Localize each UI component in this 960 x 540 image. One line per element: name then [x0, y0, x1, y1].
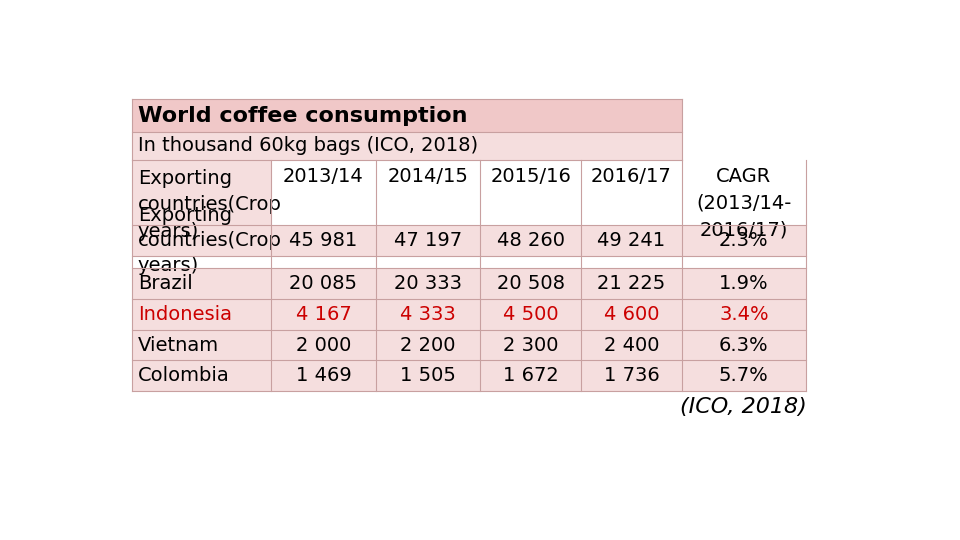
Text: Brazil: Brazil	[138, 274, 193, 293]
Bar	[132, 225, 805, 256]
Text: 2 300: 2 300	[503, 335, 559, 355]
Text: 5.7%: 5.7%	[719, 366, 769, 386]
Text: Exporting
countries(Crop
years): Exporting countries(Crop years)	[138, 206, 281, 275]
Text: In thousand 60kg bags (ICO, 2018): In thousand 60kg bags (ICO, 2018)	[138, 136, 478, 155]
Text: 4 600: 4 600	[604, 305, 660, 324]
Bar	[132, 132, 682, 159]
Text: 2015/16: 2015/16	[491, 167, 571, 186]
Bar	[682, 159, 805, 225]
Text: World coffee consumption: World coffee consumption	[138, 106, 468, 126]
Text: Vietnam: Vietnam	[138, 335, 219, 355]
Bar	[132, 268, 805, 299]
Bar	[132, 159, 271, 225]
Text: 20 333: 20 333	[394, 274, 462, 293]
Text: 47 197: 47 197	[394, 231, 462, 250]
Bar	[271, 159, 375, 225]
Bar	[132, 330, 805, 361]
Text: 2 000: 2 000	[296, 335, 351, 355]
Text: 2014/15: 2014/15	[388, 167, 468, 186]
Text: 20 085: 20 085	[289, 274, 357, 293]
Bar	[132, 361, 805, 392]
Text: 49 241: 49 241	[597, 231, 665, 250]
Text: 1.9%: 1.9%	[719, 274, 769, 293]
Bar	[132, 99, 682, 132]
Text: (ICO, 2018): (ICO, 2018)	[681, 397, 807, 417]
Text: 2 200: 2 200	[400, 335, 456, 355]
Text: Indonesia: Indonesia	[138, 305, 231, 324]
Text: 1 505: 1 505	[400, 366, 456, 386]
Bar	[581, 159, 682, 225]
Text: 1 736: 1 736	[604, 366, 660, 386]
Text: 2016/17: 2016/17	[591, 167, 672, 186]
Text: 2013/14: 2013/14	[283, 167, 364, 186]
Text: 3.4%: 3.4%	[719, 305, 769, 324]
Text: 21 225: 21 225	[597, 274, 665, 293]
Bar	[480, 159, 581, 225]
Text: 1 469: 1 469	[296, 366, 351, 386]
Text: 4 500: 4 500	[503, 305, 559, 324]
Text: 45 981: 45 981	[289, 231, 357, 250]
Text: 2.3%: 2.3%	[719, 231, 769, 250]
Text: Exporting
countries(Crop
years): Exporting countries(Crop years)	[138, 168, 281, 241]
Text: Colombia: Colombia	[138, 366, 229, 386]
Bar	[375, 159, 480, 225]
Text: 2 400: 2 400	[604, 335, 660, 355]
Text: 6.3%: 6.3%	[719, 335, 769, 355]
Text: 1 672: 1 672	[503, 366, 559, 386]
Text: 20 508: 20 508	[496, 274, 564, 293]
Bar	[132, 256, 805, 268]
Text: CAGR
(2013/14-
2016/17): CAGR (2013/14- 2016/17)	[696, 167, 792, 239]
Text: 48 260: 48 260	[496, 231, 564, 250]
Bar	[132, 299, 805, 330]
Text: 4 333: 4 333	[400, 305, 456, 324]
Text: 4 167: 4 167	[296, 305, 351, 324]
